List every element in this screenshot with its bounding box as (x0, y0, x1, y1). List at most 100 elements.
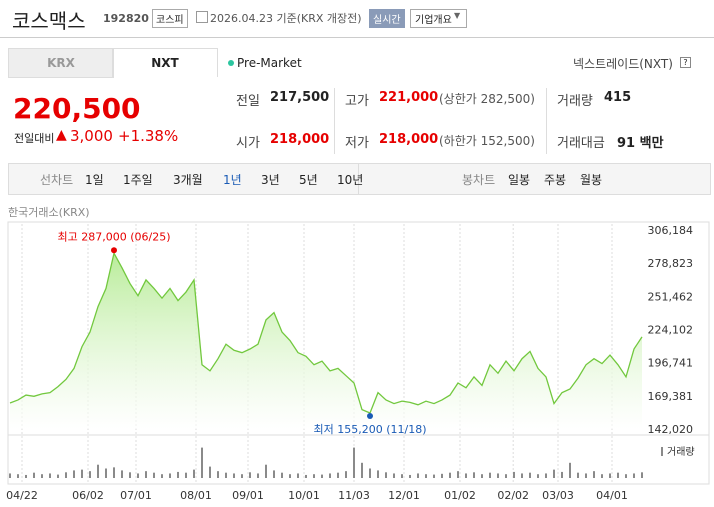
tab[interactable]: KRX (8, 48, 114, 78)
volume-bar (41, 474, 43, 478)
volume-bar (545, 473, 547, 478)
volume-bar (561, 471, 563, 478)
x-tick-label: 07/01 (120, 489, 152, 502)
volume-bar (425, 474, 427, 478)
annotation: 최저 155,200 (11/18) (313, 423, 426, 436)
volume-bar (369, 468, 371, 478)
volume-bar (537, 474, 539, 478)
volume-bar (505, 474, 507, 478)
candle-option[interactable]: 주봉 (544, 173, 567, 187)
period-option[interactable]: 1일 (85, 173, 104, 187)
x-tick-label: 09/01 (232, 489, 264, 502)
volume-bar (73, 470, 75, 478)
volume-bar (129, 472, 131, 478)
period-option[interactable]: 1년 (223, 173, 242, 187)
divider (358, 163, 359, 195)
volume-bar (9, 473, 11, 478)
volume-bar (49, 473, 51, 478)
volume-bar (89, 471, 91, 478)
volume-bar (641, 472, 643, 478)
volume-bar (121, 470, 123, 478)
date: 2026.04.23 기준(KRX 개장전) (210, 12, 362, 25)
volume-label: 거래량 (667, 446, 695, 458)
tab-active[interactable]: NXT (112, 48, 218, 77)
period-option[interactable]: 3년 (261, 173, 280, 187)
divider (546, 88, 547, 154)
price-area (10, 253, 642, 429)
period-option[interactable]: 5년 (299, 173, 318, 187)
stock-name: 코스맥스 (12, 9, 86, 33)
x-tick-label: 06/02 (72, 489, 104, 502)
volume-bar (377, 470, 379, 478)
period-option[interactable]: 3개월 (173, 173, 203, 187)
change: 3,000 (70, 127, 113, 145)
volume-bar (385, 472, 387, 478)
stat-value: 221,000 (379, 90, 439, 105)
volume-bar (353, 447, 355, 478)
volume-bar (169, 473, 171, 478)
volume-bar (193, 469, 195, 478)
volume-bar (553, 469, 555, 478)
volume-bar (593, 471, 595, 478)
volume-bar (25, 474, 27, 478)
volume-bar (625, 474, 627, 478)
volume-bar (257, 473, 259, 478)
change-label: 전일대비 (14, 132, 55, 145)
annotation: 최고 287,000 (06/25) (57, 230, 170, 243)
up-triangle: ▲ (56, 127, 67, 143)
stat-label: 시가 (236, 136, 260, 151)
volume-bar (521, 473, 523, 478)
annotation-dot (111, 247, 117, 254)
volume-bar (617, 472, 619, 478)
volume-bar (305, 474, 307, 478)
volume-bar (433, 474, 435, 478)
candle-option[interactable]: 일봉 (508, 173, 531, 187)
help-icon[interactable]: ? (680, 57, 691, 68)
volume-bar (281, 472, 283, 478)
volume-bar (497, 473, 499, 478)
volume-bar (513, 471, 515, 478)
x-tick-label: 02/02 (497, 489, 529, 502)
volume-bar (449, 472, 451, 478)
volume-bar (345, 471, 347, 478)
market-badge: 코스피 (152, 9, 188, 28)
session-dot (228, 60, 234, 66)
overview-button[interactable]: 기업개요 (410, 9, 467, 28)
stat-note: (상한가 282,500) (439, 92, 535, 106)
stat-value: 415 (604, 90, 632, 105)
volume-bar (241, 474, 243, 478)
volume-bar (601, 474, 603, 478)
candle-option[interactable]: 월봉 (580, 173, 603, 187)
stock-code: 192820 (103, 12, 149, 25)
volume-bar (585, 473, 587, 478)
volume-bar (489, 472, 491, 478)
period-option[interactable]: 10년 (337, 173, 364, 187)
volume-bar (393, 473, 395, 478)
divider (0, 37, 714, 38)
chart-frame (7, 221, 710, 485)
volume-bar (81, 469, 83, 478)
volume-bar (569, 462, 571, 478)
volume-bar (361, 462, 363, 478)
source: 한국거래소(KRX) (8, 206, 90, 219)
annotation-dot (367, 413, 373, 420)
volume-bar (577, 472, 579, 478)
period-option[interactable]: 1주일 (123, 173, 153, 187)
stat-note: (하한가 152,500) (439, 134, 535, 148)
exchange: 넥스트레이드(NXT) (573, 57, 673, 71)
volume-bar (465, 473, 467, 478)
stat-label: 거래량 (557, 94, 593, 109)
y-tick-label: 169,381 (648, 390, 694, 403)
y-tick-label: 142,020 (648, 423, 694, 436)
volume-bar (145, 471, 147, 478)
volume-bar (529, 472, 531, 478)
y-tick-label: 224,102 (648, 324, 694, 337)
candle-label: 봉차트 (462, 173, 496, 187)
volume-bar (633, 473, 635, 478)
volume-bar (137, 473, 139, 478)
stat-value: 91 백만 (617, 136, 664, 151)
stat-value: 218,000 (270, 132, 330, 147)
volume-bar (161, 474, 163, 478)
